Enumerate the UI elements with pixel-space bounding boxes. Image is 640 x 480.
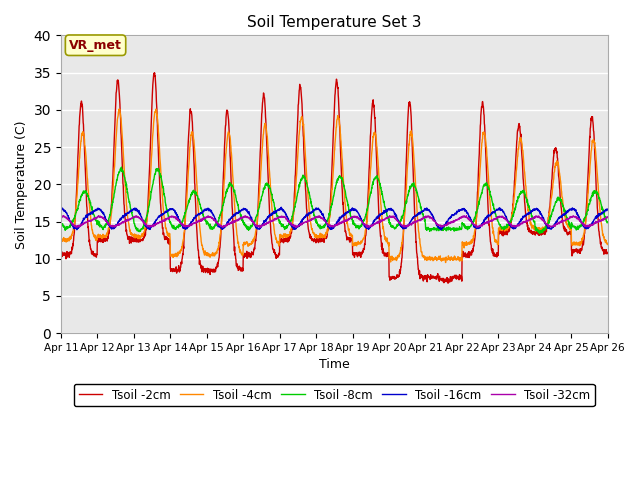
Tsoil -8cm [362, 212, 370, 217]
Tsoil -8cm [350, 222, 358, 228]
Tsoil -32cm [556, 219, 564, 225]
Tsoil -32cm [210, 217, 218, 223]
Tsoil -4cm [362, 225, 370, 230]
Line: Tsoil -16cm: Tsoil -16cm [61, 207, 608, 230]
Tsoil -8cm [571, 225, 579, 231]
Tsoil -32cm [362, 224, 370, 229]
Tsoil -8cm [210, 224, 218, 230]
Tsoil -16cm [556, 214, 564, 220]
Tsoil -32cm [571, 214, 579, 220]
Tsoil -16cm [277, 204, 285, 210]
Tsoil -2cm [444, 280, 452, 286]
Tsoil -16cm [604, 206, 612, 212]
Y-axis label: Soil Temperature (C): Soil Temperature (C) [15, 120, 28, 249]
Tsoil -16cm [362, 225, 370, 230]
Tsoil -4cm [210, 251, 218, 256]
Line: Tsoil -32cm: Tsoil -32cm [61, 216, 608, 228]
Tsoil -16cm [57, 206, 65, 212]
Tsoil -8cm [57, 220, 65, 226]
Tsoil -32cm [292, 225, 300, 230]
Tsoil -2cm [571, 247, 579, 253]
Tsoil -8cm [118, 164, 125, 170]
Tsoil -16cm [437, 227, 445, 233]
Tsoil -4cm [116, 106, 124, 112]
X-axis label: Time: Time [319, 359, 349, 372]
Tsoil -4cm [604, 240, 612, 246]
Tsoil -32cm [351, 214, 358, 219]
Tsoil -4cm [442, 260, 449, 265]
Tsoil -32cm [57, 215, 65, 220]
Tsoil -32cm [60, 213, 67, 218]
Text: VR_met: VR_met [69, 39, 122, 52]
Tsoil -8cm [536, 230, 543, 236]
Tsoil -4cm [571, 242, 579, 248]
Tsoil -2cm [350, 250, 358, 255]
Tsoil -16cm [493, 207, 501, 213]
Tsoil -4cm [493, 242, 501, 248]
Tsoil -2cm [57, 250, 65, 255]
Legend: Tsoil -2cm, Tsoil -4cm, Tsoil -8cm, Tsoil -16cm, Tsoil -32cm: Tsoil -2cm, Tsoil -4cm, Tsoil -8cm, Tsoi… [74, 384, 595, 406]
Tsoil -4cm [556, 173, 564, 179]
Line: Tsoil -2cm: Tsoil -2cm [61, 73, 608, 283]
Tsoil -16cm [350, 207, 358, 213]
Title: Soil Temperature Set 3: Soil Temperature Set 3 [247, 15, 422, 30]
Tsoil -4cm [57, 238, 65, 243]
Tsoil -2cm [151, 70, 159, 76]
Tsoil -2cm [604, 251, 612, 256]
Tsoil -2cm [362, 230, 370, 236]
Tsoil -4cm [350, 240, 358, 246]
Line: Tsoil -4cm: Tsoil -4cm [61, 109, 608, 263]
Tsoil -8cm [493, 217, 501, 223]
Tsoil -2cm [493, 253, 501, 259]
Tsoil -2cm [556, 187, 564, 192]
Tsoil -2cm [210, 266, 218, 272]
Tsoil -8cm [604, 219, 612, 225]
Tsoil -16cm [209, 212, 217, 218]
Tsoil -32cm [604, 215, 612, 220]
Tsoil -16cm [571, 208, 579, 214]
Tsoil -8cm [556, 195, 564, 201]
Tsoil -32cm [493, 215, 501, 220]
Line: Tsoil -8cm: Tsoil -8cm [61, 167, 608, 233]
